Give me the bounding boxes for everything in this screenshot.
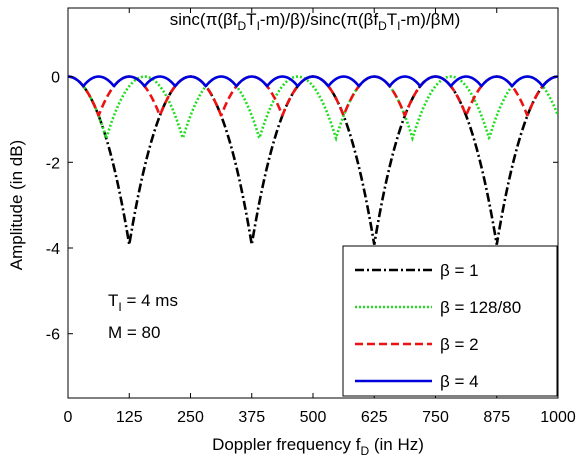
y-axis-label: Amplitude (in dB) [7, 140, 26, 270]
x-tick-label: 500 [300, 409, 327, 426]
series-line-2 [68, 75, 558, 143]
x-axis-ticks: 0 125 250 375 500 625 750 875 1000 [64, 8, 576, 426]
y-tick-label: -6 [46, 327, 60, 344]
legend-label: β = 1 [440, 261, 479, 280]
legend-items: β = 1 β = 128/80 β = 2 β = 4 [355, 261, 521, 391]
annotation-ti: TI = 4 ms [108, 291, 178, 314]
chart-title: sinc(π(βfDTI-m)/β)/sinc(π(βfDTI-m)/βM) [170, 10, 461, 33]
series-line-4 [68, 75, 558, 88]
y-tick-label: -2 [46, 155, 60, 172]
x-tick-label: 625 [361, 409, 388, 426]
y-tick-label: -4 [46, 241, 60, 258]
legend-label: β = 128/80 [440, 298, 521, 317]
x-tick-label: 250 [177, 409, 204, 426]
x-tick-label: 0 [64, 409, 73, 426]
y-tick-label: 0 [51, 70, 60, 87]
x-axis-label: Doppler frequency fD (in Hz) [212, 435, 424, 458]
x-tick-label: 750 [422, 409, 449, 426]
x-tick-label: 1000 [540, 409, 576, 426]
annotation-m: M = 80 [108, 323, 160, 342]
legend: β = 1 β = 128/80 β = 2 β = 4 [342, 245, 558, 397]
x-tick-label: 375 [238, 409, 265, 426]
legend-label: β = 4 [440, 372, 479, 391]
legend-label: β = 2 [440, 335, 479, 354]
series-layer [68, 75, 558, 245]
x-tick-label: 125 [116, 409, 143, 426]
x-tick-label: 875 [483, 409, 510, 426]
